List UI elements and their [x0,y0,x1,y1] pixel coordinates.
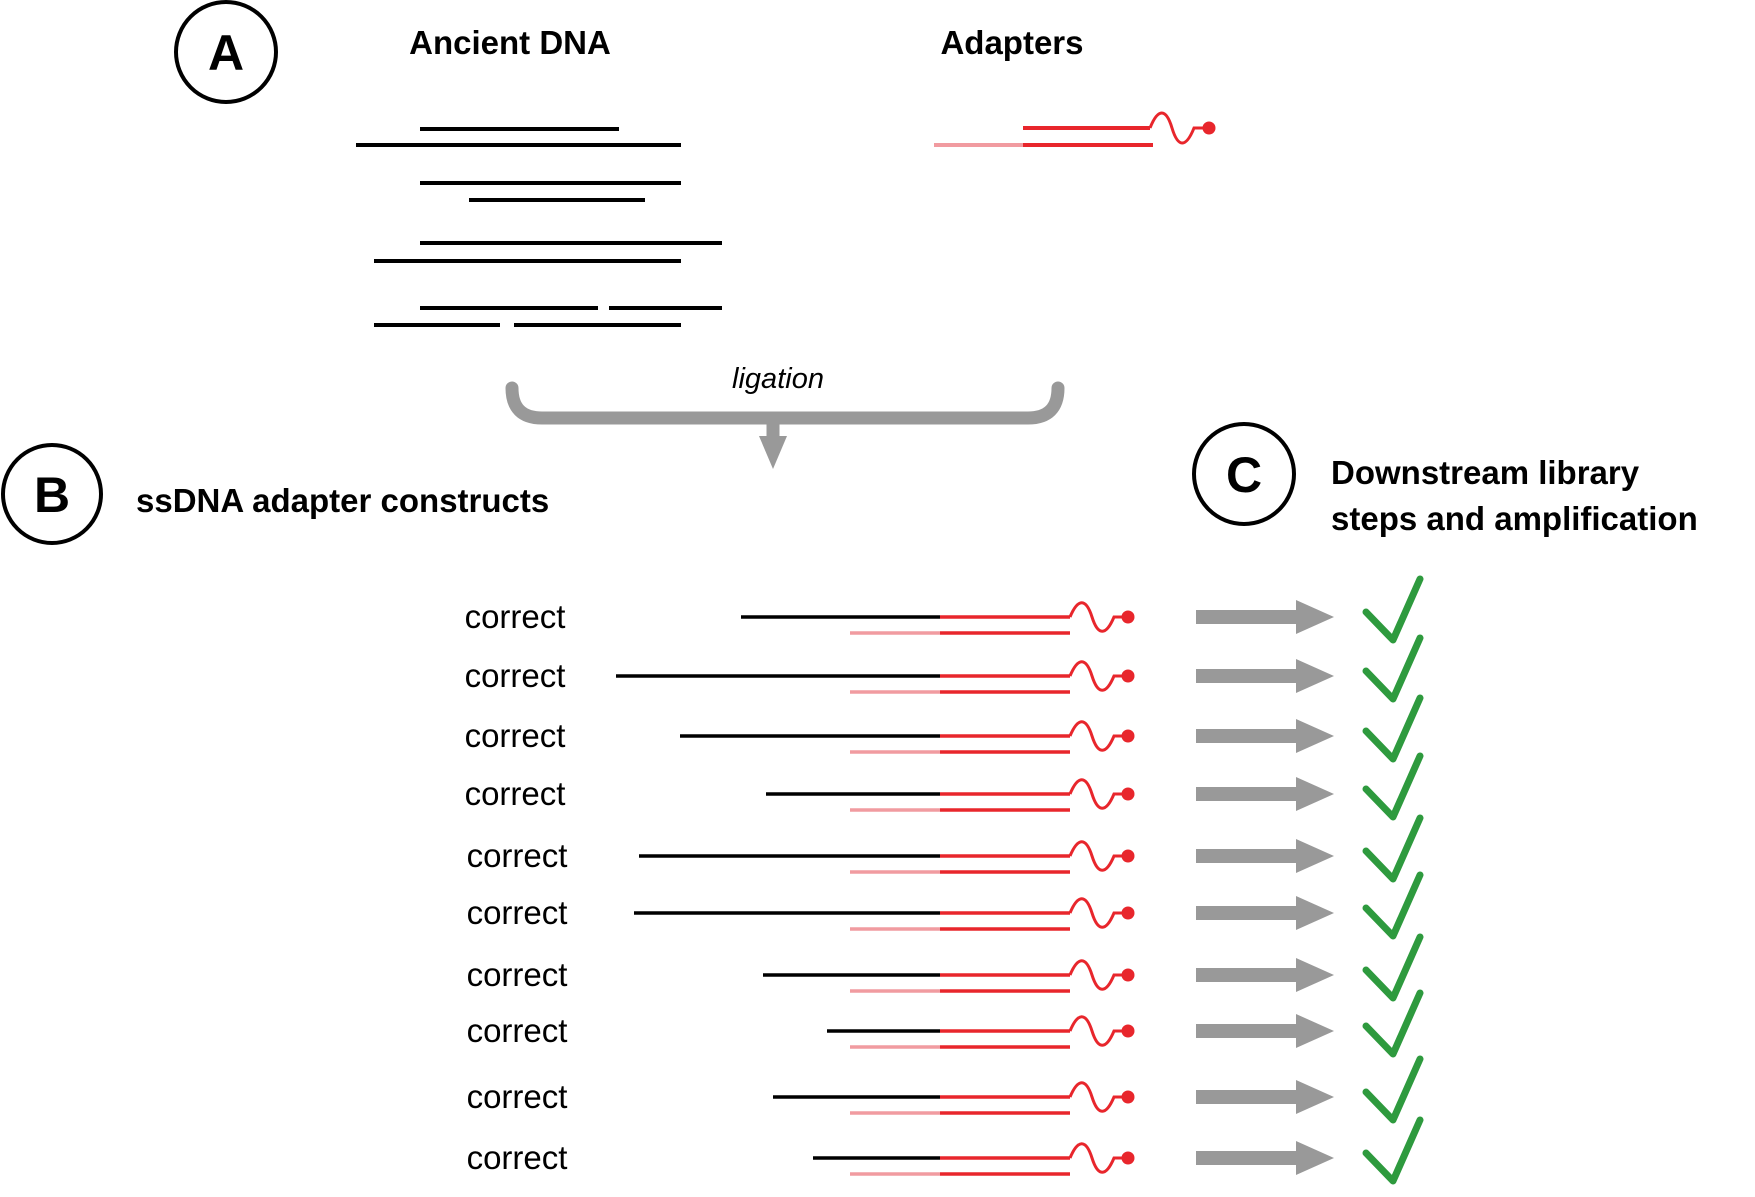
adapter-linker [1068,660,1126,692]
panel-a-letter: A [208,25,244,81]
ancient-dna-heading: Ancient DNA [409,24,611,61]
adapter-blocking-group [1121,1151,1135,1165]
construct-label: correct [467,837,568,874]
adapter-linker [1068,1142,1126,1174]
check-icon [1362,933,1424,1002]
right-arrow-icon [1296,1080,1334,1114]
panel-c-heading-line1: Downstream library [1331,454,1640,491]
adapter-blocking-group [1121,1090,1135,1104]
adapter-blocking-group [1121,849,1135,863]
panel-b-header: B ssDNA adapter constructs [1,443,549,545]
right-arrow-icon [1296,777,1334,811]
bracket-line [505,381,1065,425]
panel-c-letter: C [1226,447,1262,503]
adapter-linker [1068,959,1126,991]
right-arrow-icon [1296,719,1334,753]
right-arrow-icon [1296,1014,1334,1048]
right-arrow-icon [1296,839,1334,873]
panel-c-badge [1192,422,1296,526]
check-icon [1362,575,1424,644]
construct-row: correct [465,634,1424,703]
adapter-linker [1068,720,1126,752]
check-icon [1362,634,1424,703]
ligation-bracket: ligation [505,363,1065,469]
construct-label: correct [465,598,566,635]
adapter-blocking-group [1121,1024,1135,1038]
adapter-blocking-group [1202,121,1216,135]
construct-rows: correct correct correct correct correct corre… [465,575,1424,1185]
panel-b-heading: ssDNA adapter constructs [136,482,549,519]
right-arrow-icon [1296,1141,1334,1175]
construct-label: correct [467,894,568,931]
construct-row: correct [467,989,1424,1058]
construct-label: correct [467,956,568,993]
adapter-blocking-group [1121,729,1135,743]
adapter-linker [1148,111,1206,145]
check-icon [1362,752,1424,821]
construct-label: correct [467,1139,568,1176]
right-arrow-icon [1296,600,1334,634]
adapter-blocking-group [1121,787,1135,801]
construct-row: correct [467,871,1424,940]
construct-row: correct [465,752,1424,821]
check-icon [1362,871,1424,940]
adapter-linker [1068,897,1126,929]
panel-b-letter: B [34,467,70,523]
construct-label: correct [465,717,566,754]
construct-label: correct [465,657,566,694]
adapter-blocking-group [1121,906,1135,920]
panel-c-header: C Downstream library steps and amplifica… [1192,422,1698,537]
right-arrow-icon [1296,896,1334,930]
adapter-linker [1068,1081,1126,1113]
construct-row: correct [467,1055,1424,1124]
panel-a-badge [174,0,278,104]
adapter-blocking-group [1121,610,1135,624]
construct-label: correct [467,1012,568,1049]
ligation-label: ligation [732,363,824,395]
check-icon [1362,989,1424,1058]
check-icon [1362,1116,1424,1185]
adapter-linker [1068,1015,1126,1047]
check-icon [1362,814,1424,883]
panel-c-heading-line2: steps and amplification [1331,500,1698,537]
adapter-linker [1068,778,1126,810]
adapter-linker [1068,601,1126,633]
panel-a: A Ancient DNA Adapters [174,0,1216,327]
adapter-blocking-group [1121,968,1135,982]
ancient-dna-fragments [356,127,722,327]
construct-label: correct [465,775,566,812]
check-icon [1362,1055,1424,1124]
adapter-blocking-group [1121,669,1135,683]
adapter-example [934,111,1216,147]
construct-row: correct [465,694,1424,763]
panel-b-badge [1,443,103,545]
construct-row: correct [465,575,1424,644]
construct-row: correct [467,933,1424,1002]
construct-row: correct [467,814,1424,883]
construct-row: correct [467,1116,1424,1185]
down-arrow-icon [759,436,787,469]
construct-label: correct [467,1078,568,1115]
adapters-heading: Adapters [940,24,1083,61]
adapter-linker [1068,840,1126,872]
check-icon [1362,694,1424,763]
right-arrow-icon [1296,958,1334,992]
right-arrow-icon [1296,659,1334,693]
